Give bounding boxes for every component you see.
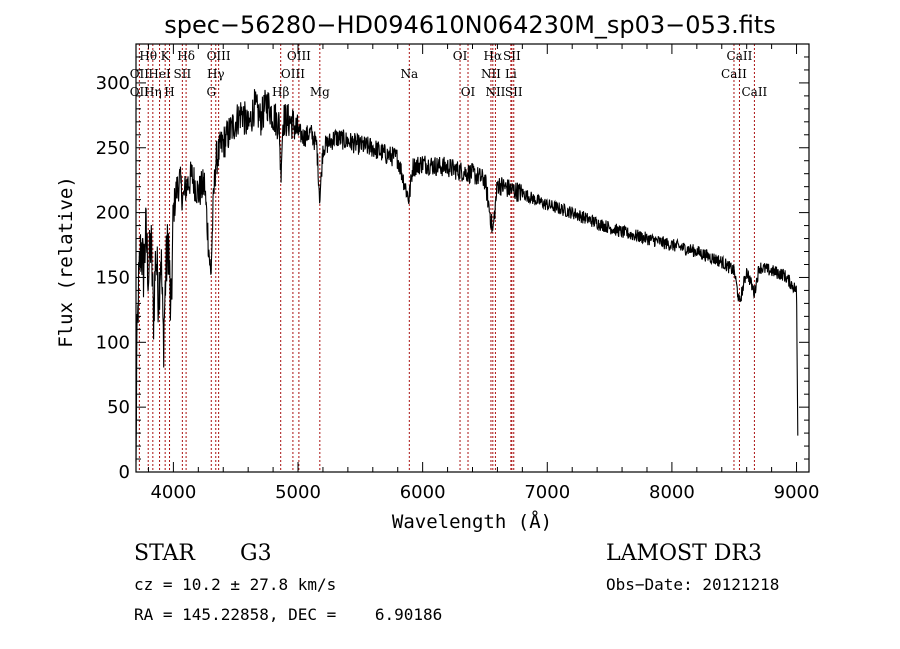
- line-marker-label: OIII: [207, 49, 231, 63]
- line-marker-label: G: [206, 85, 216, 99]
- y-tick-label: 100: [96, 332, 130, 353]
- line-marker-label: OII: [130, 67, 150, 81]
- line-marker-label: Hη: [144, 85, 162, 99]
- survey-name: LAMOST DR3: [606, 541, 762, 566]
- x-tick-label: 8000: [649, 482, 695, 503]
- line-marker-label: Hγ: [207, 67, 225, 81]
- line-marker-label: CaII: [741, 85, 767, 99]
- x-axis-ticks: 4000 5000 6000 7000 8000 9000: [147, 44, 820, 503]
- x-axis-label: Wavelength (Å): [392, 510, 552, 533]
- y-tick-label: 200: [96, 203, 130, 224]
- line-marker-label: OIII: [287, 49, 311, 63]
- line-marker-label: Hθ: [139, 49, 157, 63]
- y-tick-label: 250: [96, 138, 130, 159]
- coordinates: RA = 145.22858, DEC = 6.90186: [134, 605, 442, 624]
- line-marker-label: Hα: [484, 49, 503, 63]
- spectrum-series-line: [135, 89, 799, 462]
- line-markers: [138, 44, 755, 472]
- line-marker-label: SII: [174, 67, 192, 81]
- chart-title: spec−56280−HD094610N064230M_sp03−053.fit…: [164, 11, 776, 39]
- line-marker-label: Hβ: [272, 85, 289, 99]
- y-axis-label: Flux (relative): [55, 176, 77, 348]
- line-marker-label: OI: [461, 85, 476, 99]
- line-marker-label: Li: [505, 67, 517, 81]
- line-marker-label: Hδ: [177, 49, 195, 63]
- y-tick-label: 50: [107, 397, 130, 418]
- x-tick-label: 4000: [150, 482, 196, 503]
- x-tick-label: 9000: [774, 482, 820, 503]
- redshift-cz: cz = 10.2 ± 27.8 km/s: [134, 575, 336, 594]
- line-marker-label: CaII: [721, 67, 747, 81]
- line-marker-label: NII: [485, 85, 505, 99]
- observation-date: Obs−Date: 20121218: [606, 575, 779, 594]
- x-tick-label: 6000: [400, 482, 446, 503]
- line-marker-label: NII: [481, 67, 501, 81]
- line-marker-label: K: [161, 49, 171, 63]
- line-marker-label: OII: [130, 85, 150, 99]
- object-subclass: G3: [240, 541, 272, 566]
- line-marker-label: SII: [505, 85, 523, 99]
- x-tick-label: 5000: [275, 482, 321, 503]
- y-tick-label: 0: [119, 462, 130, 483]
- line-marker-label: OI: [453, 49, 468, 63]
- y-tick-label: 150: [96, 267, 130, 288]
- line-marker-label: Mg: [310, 85, 330, 99]
- line-marker-label: SII: [503, 49, 521, 63]
- object-class: STAR: [134, 541, 196, 566]
- y-tick-label: 300: [96, 73, 130, 94]
- line-marker-label: CaII: [727, 49, 753, 63]
- line-marker-label: OIII: [281, 67, 305, 81]
- y-axis-ticks: 0 50 100 150 200 250 300: [96, 56, 809, 483]
- line-marker-label: Na: [400, 67, 418, 81]
- line-marker-label: HeI: [148, 67, 171, 81]
- line-marker-label: H: [164, 85, 174, 99]
- x-tick-label: 7000: [524, 482, 570, 503]
